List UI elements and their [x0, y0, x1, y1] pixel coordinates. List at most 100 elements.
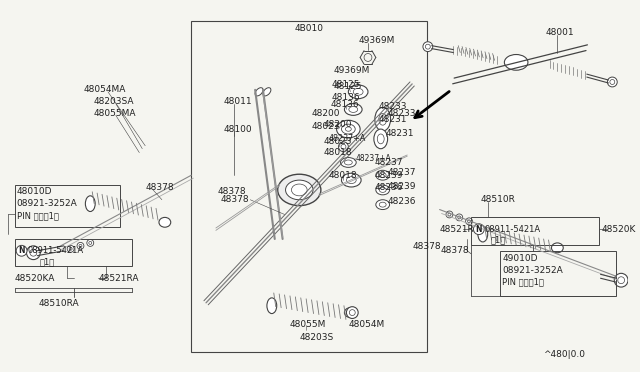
- Ellipse shape: [376, 185, 390, 195]
- Ellipse shape: [378, 134, 384, 144]
- Ellipse shape: [344, 103, 362, 115]
- Text: （1）: （1）: [491, 235, 506, 244]
- Text: 48136: 48136: [331, 100, 359, 109]
- Text: 48018: 48018: [329, 171, 357, 180]
- Ellipse shape: [342, 173, 361, 187]
- Ellipse shape: [346, 127, 351, 131]
- Ellipse shape: [340, 158, 356, 167]
- Circle shape: [349, 310, 355, 315]
- Ellipse shape: [85, 196, 95, 212]
- Text: 08921-3252A: 08921-3252A: [502, 266, 563, 275]
- Ellipse shape: [504, 55, 528, 70]
- Text: 48378: 48378: [412, 242, 441, 251]
- Circle shape: [618, 277, 625, 283]
- Text: N: N: [476, 225, 482, 234]
- Circle shape: [423, 42, 433, 52]
- Ellipse shape: [380, 202, 386, 207]
- Ellipse shape: [376, 200, 390, 209]
- Text: 48239: 48239: [388, 183, 416, 192]
- Text: 48237: 48237: [388, 168, 416, 177]
- Bar: [15, 185, 120, 227]
- Ellipse shape: [478, 226, 488, 242]
- Text: 48239: 48239: [375, 171, 403, 180]
- Text: 48236: 48236: [375, 183, 403, 192]
- Circle shape: [87, 240, 93, 246]
- Circle shape: [466, 218, 472, 225]
- Circle shape: [16, 246, 27, 256]
- Circle shape: [446, 211, 453, 218]
- Text: 48378: 48378: [145, 183, 174, 192]
- Ellipse shape: [375, 108, 390, 131]
- Text: 48378: 48378: [221, 195, 250, 204]
- Text: 48054M: 48054M: [348, 320, 385, 329]
- Circle shape: [610, 80, 615, 84]
- Bar: [471, 217, 598, 245]
- Ellipse shape: [255, 88, 263, 96]
- Text: 48055MA: 48055MA: [93, 109, 136, 118]
- Text: 49369M: 49369M: [333, 66, 370, 75]
- Text: 48236: 48236: [388, 197, 416, 206]
- Text: 48200: 48200: [324, 120, 353, 129]
- Text: 08911-5421A: 08911-5421A: [484, 225, 541, 234]
- Ellipse shape: [379, 113, 387, 125]
- Ellipse shape: [353, 89, 363, 95]
- Text: 48010D: 48010D: [17, 187, 52, 196]
- Text: 48011: 48011: [224, 97, 252, 106]
- Text: 48233: 48233: [379, 102, 407, 111]
- Text: 48237+A: 48237+A: [329, 134, 366, 143]
- Text: ^480|0.0: ^480|0.0: [543, 350, 585, 359]
- Circle shape: [607, 77, 617, 87]
- Text: 08921-3252A: 08921-3252A: [17, 199, 77, 208]
- Text: 48136: 48136: [332, 93, 360, 102]
- Text: 48521R: 48521R: [440, 225, 474, 234]
- Ellipse shape: [348, 85, 368, 99]
- Ellipse shape: [337, 120, 360, 138]
- Ellipse shape: [376, 170, 390, 180]
- Text: N: N: [19, 246, 25, 255]
- Bar: [15, 239, 132, 266]
- Text: 48378: 48378: [440, 246, 469, 255]
- Text: 48520KA: 48520KA: [15, 274, 55, 283]
- Text: 49010D: 49010D: [502, 254, 538, 263]
- Text: 48125: 48125: [333, 82, 362, 92]
- Circle shape: [474, 224, 484, 235]
- Text: 48237: 48237: [375, 158, 403, 167]
- Circle shape: [77, 243, 84, 249]
- Text: 08911-5421A: 08911-5421A: [28, 246, 84, 255]
- Ellipse shape: [342, 124, 355, 134]
- Text: 48237+A: 48237+A: [355, 154, 391, 163]
- Circle shape: [67, 246, 74, 252]
- Ellipse shape: [344, 160, 352, 165]
- Text: 48023: 48023: [324, 137, 353, 146]
- Ellipse shape: [552, 243, 563, 253]
- Text: PIN ピン〈1〉: PIN ピン〈1〉: [17, 211, 58, 220]
- Circle shape: [456, 214, 463, 221]
- Text: 48203S: 48203S: [300, 333, 333, 341]
- Text: 48521RA: 48521RA: [98, 274, 139, 283]
- Bar: [500, 251, 616, 296]
- Text: 48510RA: 48510RA: [38, 299, 79, 308]
- Bar: [191, 21, 427, 352]
- Ellipse shape: [374, 129, 388, 149]
- Text: 48023: 48023: [311, 122, 340, 131]
- Text: 48125: 48125: [332, 80, 360, 89]
- Text: PIN ピン〈1〉: PIN ピン〈1〉: [502, 278, 544, 287]
- Circle shape: [339, 142, 348, 152]
- Ellipse shape: [263, 88, 271, 96]
- Circle shape: [26, 246, 40, 260]
- Text: 48231: 48231: [386, 129, 414, 138]
- Circle shape: [426, 44, 430, 49]
- Circle shape: [30, 249, 36, 256]
- Ellipse shape: [291, 184, 307, 196]
- Text: 48378: 48378: [218, 187, 246, 196]
- Text: 48231: 48231: [379, 115, 407, 124]
- Ellipse shape: [380, 187, 386, 192]
- Ellipse shape: [346, 177, 356, 183]
- Circle shape: [614, 273, 628, 287]
- Ellipse shape: [344, 308, 356, 317]
- Ellipse shape: [349, 106, 358, 112]
- Text: 48055M: 48055M: [289, 320, 326, 329]
- Text: 48018: 48018: [324, 148, 353, 157]
- Circle shape: [346, 307, 358, 318]
- Text: 48054MA: 48054MA: [83, 85, 126, 94]
